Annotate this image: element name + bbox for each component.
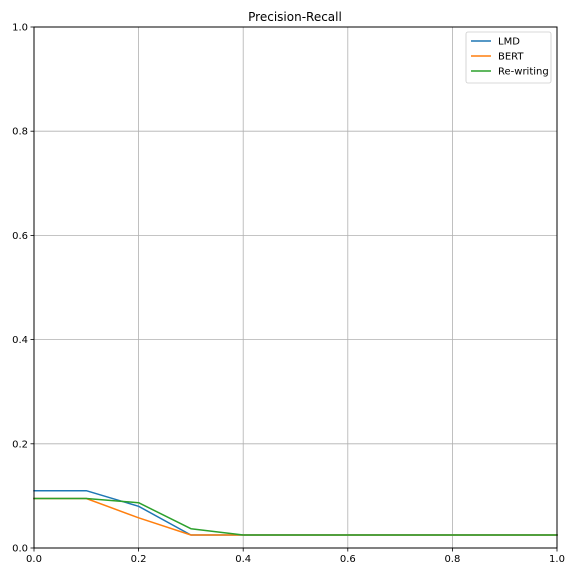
series-line-re-writing: [33, 497, 558, 536]
x-tick-label: 0.8: [444, 554, 460, 565]
x-tick-label: 0.4: [235, 554, 251, 565]
chart-title: Precision-Recall: [248, 10, 342, 24]
legend-label: Re-writing: [498, 67, 549, 78]
y-tick-label: 0.4: [12, 335, 28, 346]
series-lines: [33, 489, 558, 536]
y-tick-label: 0.6: [12, 231, 28, 242]
y-tick-label: 0.0: [12, 544, 28, 555]
y-tick-label: 0.2: [12, 439, 28, 450]
x-tick-label: 0.2: [131, 554, 147, 565]
legend: LMD BERT Re-writing: [465, 31, 552, 84]
legend-label: BERT: [498, 52, 524, 63]
legend-label: LMD: [498, 37, 520, 48]
x-tick-label: 0.0: [26, 554, 42, 565]
axis-ticks: 0.0 0.2 0.4 0.6 0.8 1.0 0.0 0.2 0.4 0.6 0.8 1.0: [12, 23, 565, 566]
y-tick-label: 1.0: [12, 23, 28, 34]
y-tick-label: 0.8: [12, 127, 28, 138]
plot-frame: [33, 26, 558, 549]
x-tick-label: 0.6: [340, 554, 356, 565]
x-tick-label: 1.0: [549, 554, 565, 565]
